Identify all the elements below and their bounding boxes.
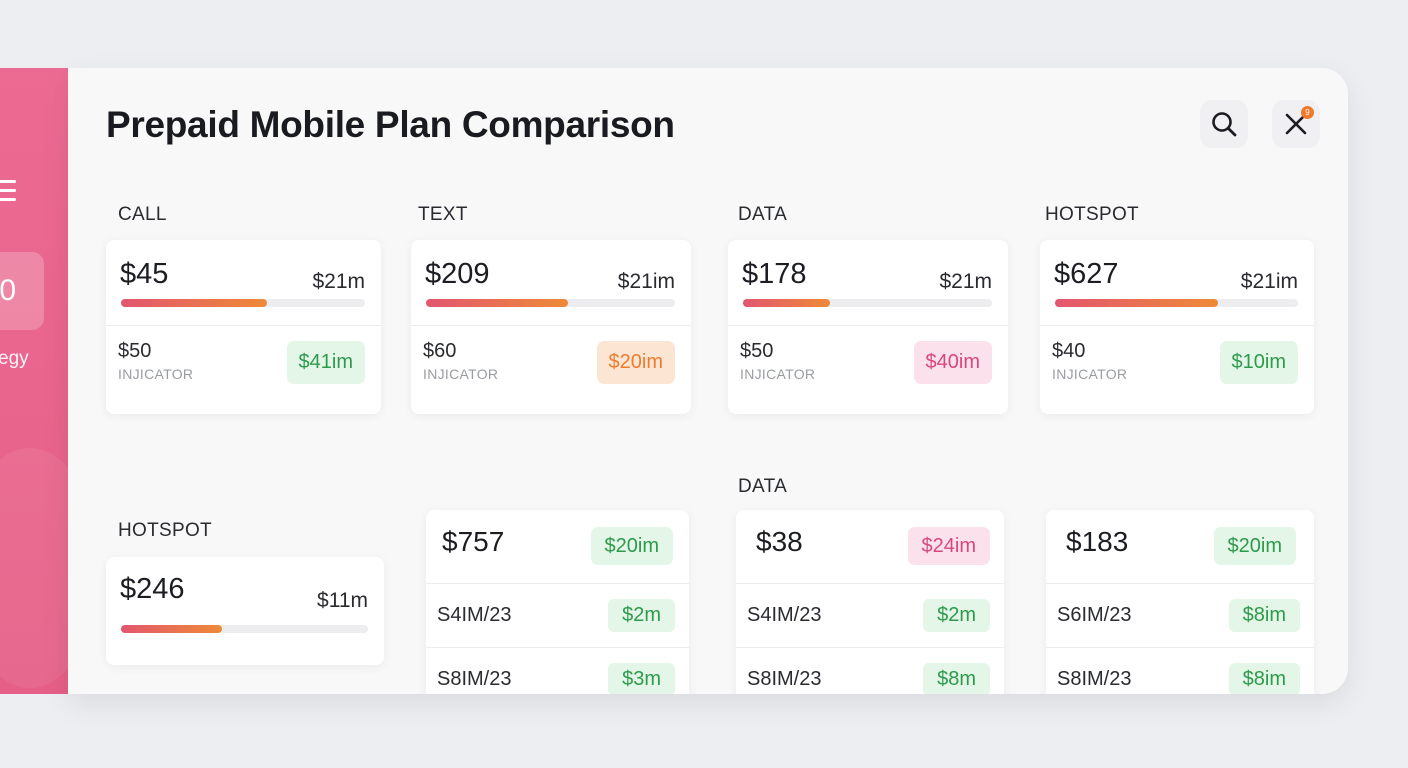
category-label-data: DATA <box>738 204 788 225</box>
search-button[interactable] <box>1200 100 1248 148</box>
indicator-value: $50 <box>118 340 152 362</box>
list-item[interactable]: S4IM/23 $2m <box>426 584 689 648</box>
plan-list-badge: $24im <box>907 527 990 565</box>
notification-badge: 9 <box>1301 106 1314 119</box>
indicator-label: INJICATOR <box>118 366 194 382</box>
list-item-value: $8im <box>1228 663 1300 694</box>
list-item[interactable]: S8IM/23 $3m <box>426 648 689 694</box>
list-item-value: $2m <box>608 599 675 632</box>
main-panel: Prepaid Mobile Plan Comparison 9 CALL TE… <box>68 68 1348 694</box>
list-item-value: $8im <box>1228 599 1300 632</box>
category-label-hotspot-summary: HOTSPOT <box>118 520 212 541</box>
plan-price: $45 <box>120 258 169 290</box>
list-item[interactable]: S4IM/23 $2m <box>736 584 1004 648</box>
plan-rate: $11m <box>317 589 368 612</box>
category-label-call: CALL <box>118 204 167 225</box>
list-item-label: S8IM/23 <box>747 668 822 690</box>
plan-rate: $21im <box>617 270 675 293</box>
progress-fill <box>743 299 831 307</box>
indicator-label: INJICATOR <box>740 366 816 382</box>
search-icon <box>1212 112 1237 137</box>
plan-card-call[interactable]: $45 $21m $50 INJICATOR $41im <box>106 240 381 414</box>
sidebar-label: egy <box>0 348 29 369</box>
progress-track <box>1055 299 1298 307</box>
plan-badge: $40im <box>913 341 992 384</box>
progress-track <box>426 299 675 307</box>
category-label-text: TEXT <box>418 204 468 225</box>
list-item-label: S4IM/23 <box>437 604 512 626</box>
list-item-value: $3m <box>608 663 675 694</box>
page-title: Prepaid Mobile Plan Comparison <box>106 104 675 145</box>
indicator-value: $40 <box>1052 340 1086 362</box>
list-item[interactable]: S8IM/23 $8im <box>1046 648 1314 694</box>
plan-rate: $21m <box>939 270 992 293</box>
list-item[interactable]: S6IM/23 $8im <box>1046 584 1314 648</box>
category-label-hotspot: HOTSPOT <box>1045 204 1139 225</box>
list-item-value: $8m <box>923 663 990 694</box>
menu-icon[interactable] <box>0 178 16 209</box>
plan-badge: $41im <box>286 341 365 384</box>
list-item-label: S8IM/23 <box>1057 668 1132 690</box>
indicator-label: INJICATOR <box>1052 366 1128 382</box>
data-section-label: DATA <box>738 476 788 497</box>
plan-badge: $20im <box>596 341 675 384</box>
plan-list-card[interactable]: $38 $24im S4IM/23 $2m S8IM/23 $8m <box>736 510 1004 694</box>
progress-track <box>121 299 365 307</box>
close-button[interactable]: 9 <box>1272 100 1320 148</box>
sidebar-card[interactable]: 0 <box>0 252 44 330</box>
plan-price: $209 <box>425 258 490 290</box>
list-item-label: S4IM/23 <box>747 604 822 626</box>
close-icon <box>1285 113 1307 135</box>
plan-price: $246 <box>120 573 185 605</box>
plan-card-data[interactable]: $178 $21m $50 INJICATOR $40im <box>728 240 1008 414</box>
progress-fill <box>426 299 568 307</box>
plan-rate: $21m <box>312 270 365 293</box>
plan-list-card[interactable]: $757 $20im S4IM/23 $2m S8IM/23 $3m <box>426 510 689 694</box>
sidebar: 0 egy <box>0 68 68 694</box>
plan-card-hotspot[interactable]: $627 $21im $40 INJICATOR $10im <box>1040 240 1314 414</box>
plan-list-price: $38 <box>756 526 803 557</box>
indicator-value: $60 <box>423 340 457 362</box>
plan-list-badge: $20im <box>1213 527 1296 565</box>
plan-list-card[interactable]: $183 $20im S6IM/23 $8im S8IM/23 $8im <box>1046 510 1314 694</box>
progress-track <box>743 299 992 307</box>
plan-badge: $10im <box>1219 341 1298 384</box>
list-item-label: S8IM/23 <box>437 668 512 690</box>
list-item[interactable]: S8IM/23 $8m <box>736 648 1004 694</box>
progress-fill <box>1055 299 1218 307</box>
progress-track <box>121 625 368 633</box>
plan-list-price: $183 <box>1066 526 1129 557</box>
list-item-value: $2m <box>923 599 990 632</box>
sidebar-decoration <box>0 448 68 688</box>
plan-card-text[interactable]: $209 $21im $60 INJICATOR $20im <box>411 240 691 414</box>
hotspot-summary-card[interactable]: $246 $11m <box>106 557 384 665</box>
indicator-label: INJICATOR <box>423 366 499 382</box>
plan-list-price: $757 <box>442 526 505 557</box>
plan-price: $178 <box>742 258 807 290</box>
progress-fill <box>121 299 268 307</box>
progress-fill <box>121 625 223 633</box>
plan-list-badge: $20im <box>590 527 673 565</box>
indicator-value: $50 <box>740 340 774 362</box>
plan-price: $627 <box>1054 258 1119 290</box>
list-item-label: S6IM/23 <box>1057 604 1132 626</box>
plan-rate: $21im <box>1240 270 1298 293</box>
sidebar-card-value: 0 <box>0 274 16 307</box>
